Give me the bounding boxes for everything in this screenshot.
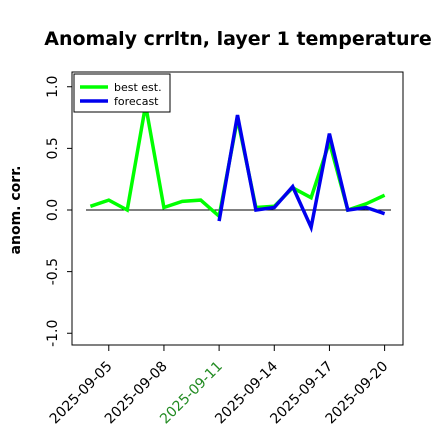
y-tick-label: 1.0 — [45, 76, 61, 98]
y-tick-label: 0.5 — [45, 137, 61, 159]
legend-box — [73, 73, 171, 113]
y-tick-label: -0.5 — [45, 258, 61, 285]
series-line-best-est — [89, 104, 221, 218]
series-line-best-est-continued — [217, 118, 386, 217]
y-ticks: -1.0 -0.5 0.0 0.5 1.0 — [45, 76, 72, 347]
plot-frame — [71, 71, 404, 346]
y-tick-label: 0.0 — [45, 199, 61, 221]
legend-label-best-est: best est. — [114, 81, 162, 94]
y-axis-label: anom. corr. — [8, 166, 24, 255]
legend: best est. forecast — [73, 73, 171, 113]
series-line-forecast — [217, 114, 386, 234]
series-lines — [89, 104, 386, 234]
x-ticks: 2025-09-052025-09-082025-09-112025-09-14… — [47, 345, 391, 427]
y-tick-label: -1.0 — [45, 320, 61, 347]
legend-label-forecast: forecast — [114, 95, 159, 108]
chart-title: Anomaly crrltn, layer 1 temperature — [44, 28, 432, 50]
